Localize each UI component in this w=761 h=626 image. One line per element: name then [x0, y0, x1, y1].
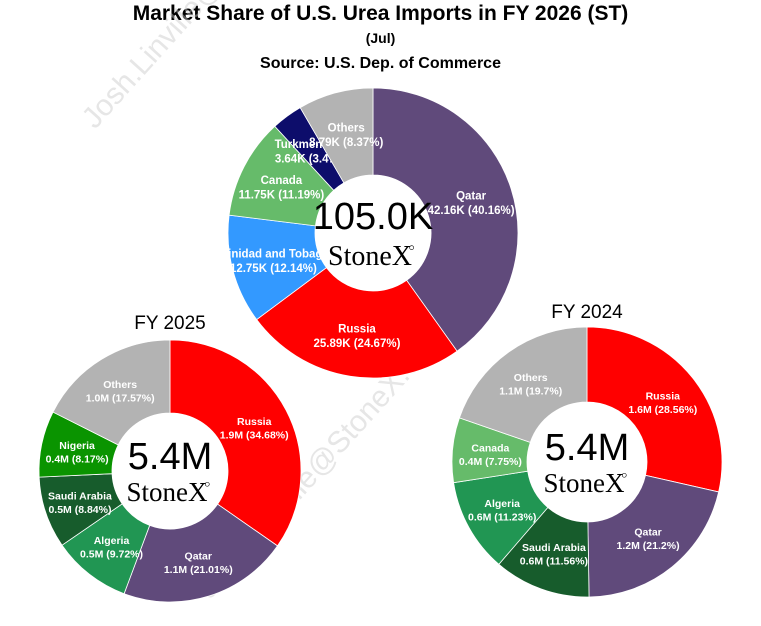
chart-source: Source: U.S. Dep. of Commerce [260, 55, 501, 72]
center-total: 5.4M [128, 436, 212, 478]
registered-mark-icon [621, 472, 627, 478]
slice-value-label: 0.5M (8.84%) [48, 504, 111, 516]
chart-subtitle: (Jul) [365, 30, 396, 46]
slice-label: Saudi Arabia [522, 542, 586, 554]
slice-value-label: 0.4M (8.17%) [46, 454, 109, 466]
donut-chart-1: Qatar 42.16K (40.16%) Russia 25.89K (24.67%… [217, 87, 519, 379]
slice-value-label: 42.16K (40.16%) [428, 205, 515, 217]
donut-hole [315, 175, 431, 291]
slice-value-label: 12.75K (12.14%) [230, 263, 317, 275]
center-total: 105.0K [313, 196, 433, 238]
donut-hole [527, 402, 647, 522]
slice-label: Qatar [185, 551, 212, 563]
chart-year-title: FY 2025 [134, 313, 205, 334]
slice-value-label: 25.89K (24.67%) [313, 338, 400, 350]
donut-hole [112, 413, 228, 529]
slice-value-label: 1.9M (34.68%) [220, 430, 289, 442]
slice-value-label: 1.0M (17.57%) [86, 393, 155, 405]
registered-mark-icon [204, 481, 210, 487]
stonex-logo: StoneX [328, 241, 412, 272]
slice-label: Algeria [94, 535, 130, 547]
stonex-logo: StoneX [544, 468, 626, 498]
slice-label: Others [103, 379, 137, 391]
registered-mark-icon [409, 245, 414, 250]
slice-value-label: 0.6M (11.56%) [520, 556, 588, 568]
slice-value-label: 0.6M (11.23%) [468, 512, 536, 524]
slice-label: Russia [338, 324, 376, 336]
slice-label: Qatar [634, 526, 661, 538]
slice-label: Russia [646, 390, 681, 402]
chart-title: Market Share of U.S. Urea Imports in FY … [132, 2, 629, 25]
slice-label: Russia [237, 416, 272, 428]
slice-label: Trinidad and Tobago [217, 248, 329, 260]
donut-slice-others [458, 326, 588, 443]
stonex-logo: StoneX [127, 477, 209, 507]
slice-label: Canada [471, 442, 509, 454]
slice-value-label: 8.79K (8.37%) [309, 137, 383, 149]
slice-value-label: 0.4M (7.75%) [459, 456, 522, 468]
slice-value-label: 1.6M (28.56%) [628, 404, 697, 416]
slice-label: Nigeria [59, 440, 95, 452]
slice-value-label: 1.1M (21.01%) [164, 564, 233, 576]
slice-value-label: 0.5M (9.72%) [80, 548, 143, 560]
slice-value-label: 1.2M (21.2%) [617, 540, 680, 552]
donut-chart-3: Russia 1.6M (28.56%) Qatar 1.2M (21.2%) Saud… [451, 326, 723, 598]
slice-value-label: 1.1M (19.7%) [499, 385, 562, 397]
slice-label: Canada [261, 175, 303, 187]
slice-label: Others [514, 372, 548, 384]
slice-label: Qatar [456, 191, 487, 203]
chart-year-title: FY 2024 [551, 302, 623, 323]
slice-value-label: 11.75K (11.19%) [239, 189, 325, 201]
slice-label: Algeria [484, 498, 520, 510]
slice-label: Others [328, 123, 365, 135]
center-total: 5.4M [545, 427, 629, 469]
slice-label: Saudi Arabia [48, 490, 112, 502]
